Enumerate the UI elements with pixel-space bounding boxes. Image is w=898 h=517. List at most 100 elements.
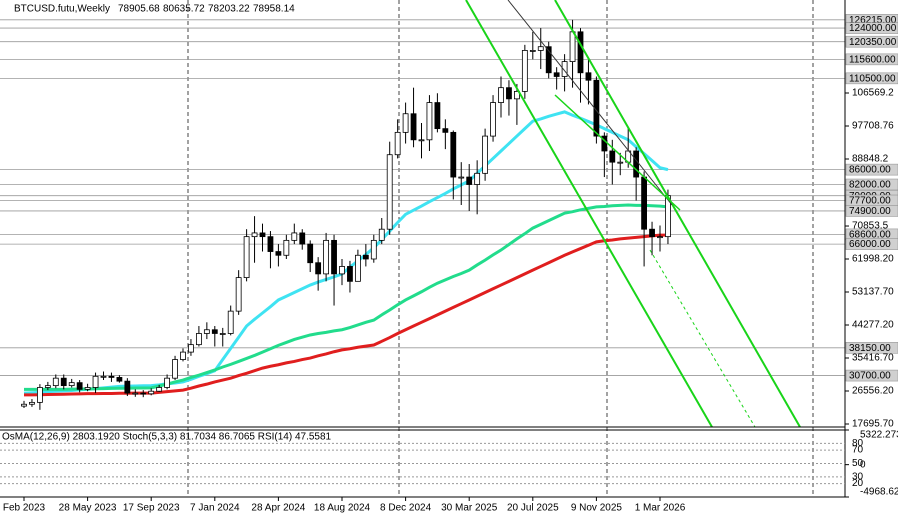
y-tick-label: 106569.2: [852, 88, 894, 99]
candle-body: [370, 239, 377, 260]
candle-body: [545, 46, 552, 74]
level-label-box: [845, 22, 898, 34]
candle-body: [108, 375, 115, 378]
header-value: 78958.14: [253, 4, 295, 15]
candle-body: [474, 172, 481, 185]
candle-body: [362, 254, 369, 260]
candle-body: [434, 102, 441, 130]
candle-body: [299, 232, 306, 245]
candle-body: [291, 232, 298, 241]
candle-body: [44, 385, 51, 388]
candle-body: [148, 390, 155, 395]
trend-lines: [465, 0, 801, 428]
moving-average: [24, 233, 668, 397]
candle-body: [442, 128, 449, 133]
candle-body: [498, 87, 504, 103]
candle-body: [354, 254, 361, 282]
candle-body: [402, 113, 409, 133]
candle-body: [21, 403, 27, 407]
channel-line: [554, 0, 801, 428]
x-tick-label: 8 Dec 2024: [380, 503, 432, 514]
candle-body: [275, 251, 282, 256]
level-label: 68600.00: [849, 230, 891, 241]
candle-body: [426, 102, 433, 141]
projection-line: [649, 249, 756, 428]
level-label: 110500.00: [849, 74, 896, 85]
y2-tick-label: 50: [852, 458, 864, 469]
candle-body: [386, 154, 393, 230]
candle-body: [450, 131, 457, 178]
candle-body: [60, 377, 67, 387]
level-label-box: [845, 72, 898, 85]
trend-line: [507, 0, 673, 206]
candle-body: [164, 377, 171, 388]
candle-body: [100, 375, 107, 378]
candle-body: [617, 161, 624, 164]
candle-body: [52, 377, 59, 387]
candle-body: [267, 236, 274, 252]
x-tick-label: 20 Jul 2025: [507, 503, 559, 514]
candle-body: [529, 50, 536, 52]
candle-body: [116, 377, 123, 382]
y-tick-label: 26556.20: [852, 386, 894, 397]
candle-body: [569, 31, 576, 63]
level-label: 124000.00: [849, 23, 897, 34]
level-label: 77700.00: [849, 196, 891, 207]
candle-body: [283, 239, 290, 256]
candle-body: [188, 344, 194, 353]
main-panel: 106569.2 97708.76 88848.2 70853.5 61998.20 53…: [0, 14, 898, 430]
candle-body: [482, 135, 489, 174]
candle-body: [251, 232, 258, 238]
y-tick-label: 17695.70: [852, 419, 894, 430]
header-value: 80635.72: [163, 4, 205, 15]
candle-body: [339, 266, 345, 275]
level-label-box: [845, 53, 898, 66]
x-tick-label: 18 Aug 2024: [314, 503, 371, 514]
candle-body: [506, 87, 512, 100]
candle-body: [211, 329, 218, 334]
candle-body: [180, 351, 186, 360]
y-tick-label: 53137.70: [852, 287, 894, 298]
indicator-title: OsMA(12,26,9) 2803.1920 Stoch(5,3,3) 81.…: [2, 432, 332, 443]
level-label-box: [845, 163, 898, 176]
header-value: 78905.68: [118, 4, 160, 15]
y2-tick-label: 70: [852, 445, 864, 456]
y-tick-label: 70853.5: [852, 221, 889, 232]
moving-average: [24, 203, 669, 391]
candle-body: [521, 50, 528, 92]
y-tick-label: 35416.70: [852, 353, 894, 364]
level-label: 115600.00: [849, 55, 896, 66]
x-tick-label: 30 Mar 2025: [441, 503, 498, 514]
candle-body: [307, 243, 314, 264]
candle-body: [609, 150, 616, 163]
y-tick-label: 44277.20: [852, 320, 894, 331]
level-label: 86000.00: [849, 165, 891, 176]
header-value: 78203.22: [208, 4, 250, 15]
level-label: 38150.00: [849, 343, 891, 354]
candle-body: [378, 228, 385, 241]
candle-body: [124, 380, 131, 394]
oscillator-panel: OsMA(12,26,9) 2803.1920 Stoch(5,3,3) 81.…: [0, 429, 898, 498]
candle-body: [172, 359, 178, 379]
candle-body: [140, 392, 147, 395]
candle-body: [92, 375, 99, 388]
x-tick-label: 28 May 2023: [59, 503, 117, 514]
candle-body: [68, 382, 75, 387]
candle-body: [235, 277, 242, 312]
level-label-box: [845, 35, 898, 48]
y2-tick-label: 30: [852, 472, 864, 483]
level-label: 82000.00: [849, 180, 891, 191]
candle-body: [323, 239, 330, 275]
candle-body: [195, 333, 202, 346]
candle-body: [37, 387, 43, 403]
level-label: 74900.00: [849, 206, 891, 217]
candle-body: [577, 31, 584, 74]
separators: [187, 0, 814, 497]
y2-tick-label: 20: [852, 478, 864, 489]
candle-body: [76, 382, 83, 390]
candle-body: [331, 239, 337, 275]
x-tick-label: 28 Apr 2024: [251, 503, 305, 514]
x-tick-label: 1 Mar 2026: [635, 503, 686, 514]
x-tick-label: 17 Sep 2023: [123, 503, 180, 514]
